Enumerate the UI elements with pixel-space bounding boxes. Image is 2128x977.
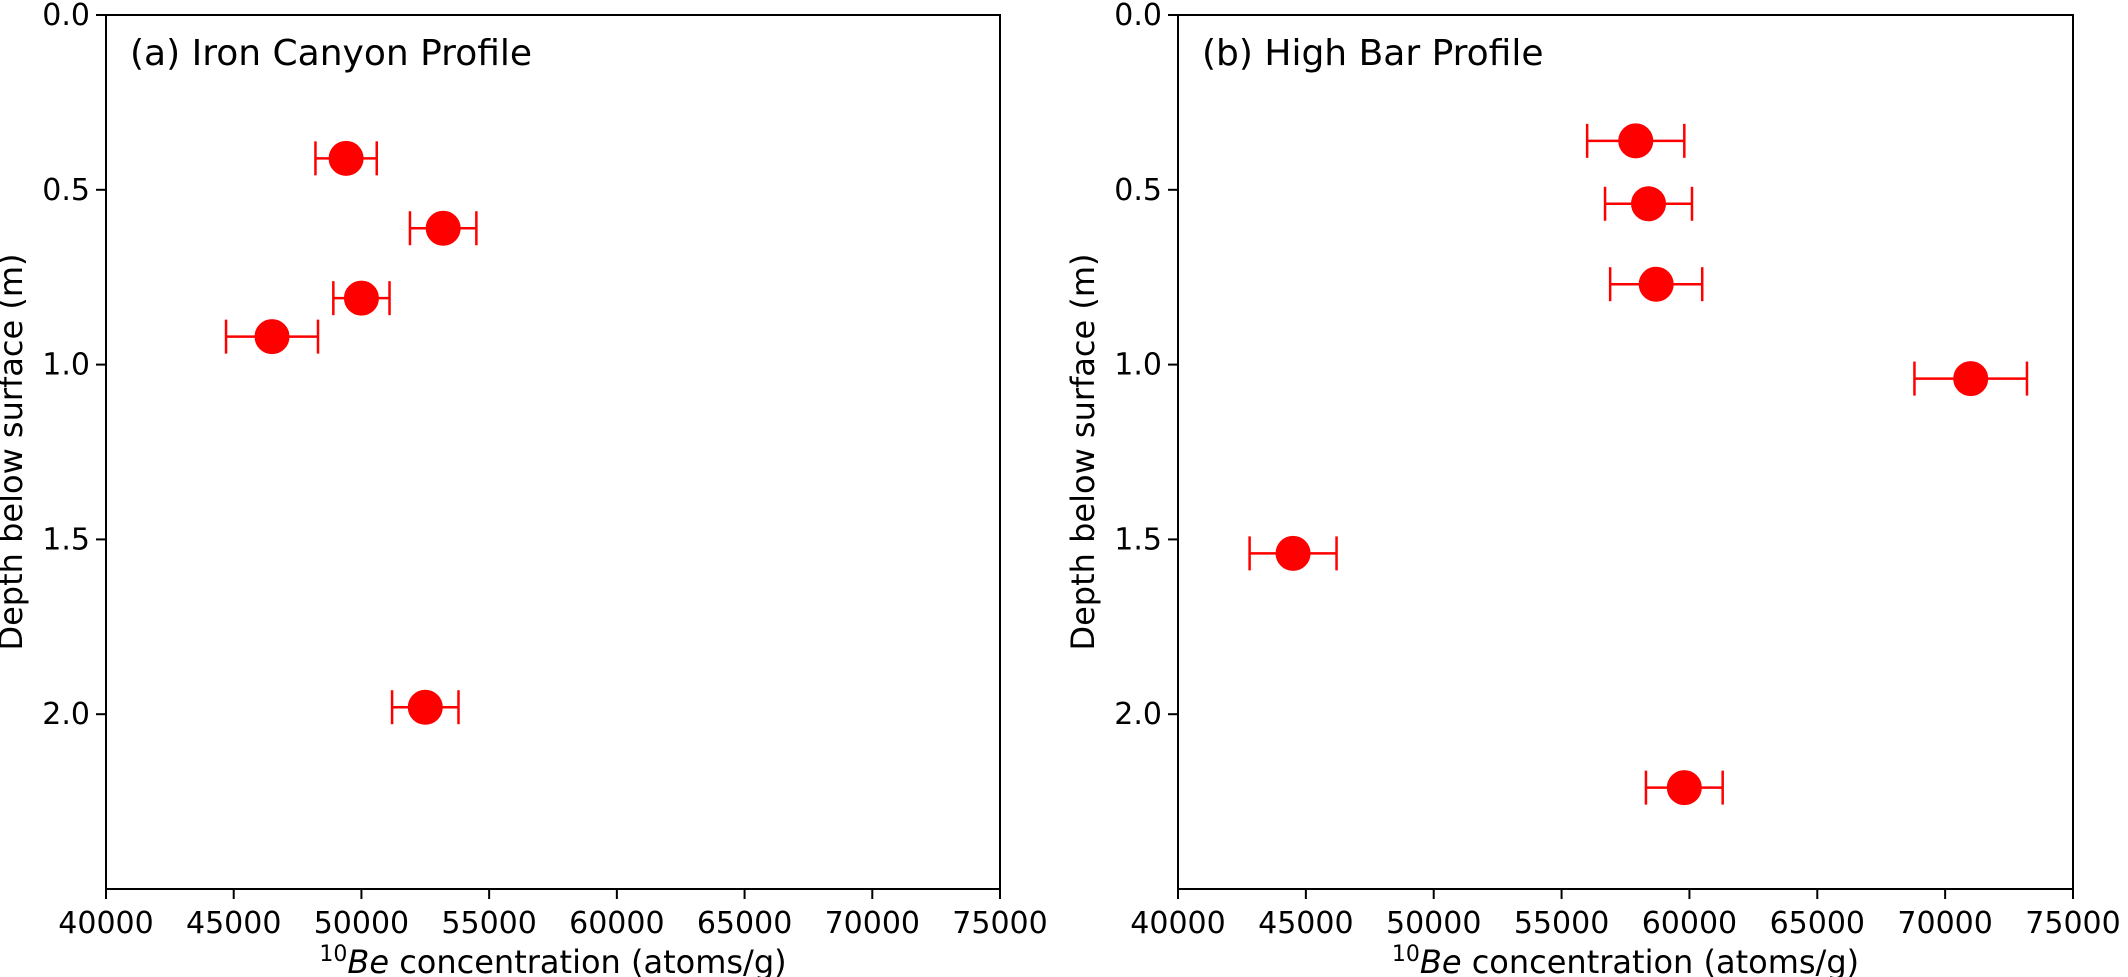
chart-b-marker [1275, 535, 1311, 571]
chart-b-x-tick-label: 70000 [1897, 906, 1992, 941]
chart-a-marker [407, 689, 443, 725]
chart-a-title: (a) Iron Canyon Profile [130, 33, 532, 74]
chart-b-data-point [1603, 186, 1694, 222]
chart-b-x-tick-label: 65000 [1770, 906, 1865, 941]
chart-a-marker [328, 140, 364, 176]
chart-a-x-tick-label: 65000 [697, 906, 792, 941]
chart-b-marker [1631, 186, 1667, 222]
chart-a-marker [254, 319, 290, 355]
chart-a-x-tick-label: 60000 [569, 906, 664, 941]
chart-b-y-tick-label: 0.5 [1114, 173, 1162, 208]
chart-a-x-tick-label: 45000 [186, 906, 281, 941]
chart-a-y-axis-label: Depth below surface (m) [0, 253, 30, 650]
chart-a-plot-frame [105, 14, 1001, 890]
chart-b-x-tick-label: 55000 [1514, 906, 1609, 941]
chart-a-data-point [390, 689, 460, 725]
chart-a-data-point [314, 140, 379, 176]
chart-a-x-label-italic: Be [347, 943, 389, 977]
chart-b-marker [1953, 361, 1989, 397]
chart-a-marker [425, 210, 461, 246]
chart-b-marker [1638, 266, 1674, 302]
chart-a-y-tick-label: 0.0 [42, 0, 90, 33]
chart-a-data-point [408, 210, 478, 246]
chart-b-data-point [1585, 123, 1686, 159]
chart-a-x-axis-label: 10Be concentration (atoms/g) [319, 942, 786, 977]
chart-b-x-tick-label: 60000 [1642, 906, 1737, 941]
chart-b-marker [1618, 123, 1654, 159]
chart-b-x-label-sup: 10 [1392, 942, 1420, 967]
chart-b-plot-frame [1177, 14, 2074, 890]
chart-b-y-tick-label: 1.5 [1114, 522, 1162, 557]
chart-a-x-tick-label: 70000 [825, 906, 920, 941]
chart-b-x-tick-label: 45000 [1258, 906, 1353, 941]
chart-b-x-tick-label: 40000 [1130, 906, 1225, 941]
chart-a-x-label-rest: concentration (atoms/g) [389, 943, 787, 977]
chart-b-y-tick-label: 1.0 [1114, 348, 1162, 383]
chart-a-x-tick-label: 40000 [58, 906, 153, 941]
chart-b-x-tick-label: 50000 [1386, 906, 1481, 941]
chart-a-y-tick-label: 1.0 [42, 348, 90, 383]
chart-b-title: (b) High Bar Profile [1202, 33, 1544, 74]
chart-b-data-point [1608, 266, 1704, 302]
chart-b-y-tick-label: 0.0 [1114, 0, 1162, 33]
chart-b-y-axis-label: Depth below surface (m) [1064, 253, 1102, 650]
chart-b-x-tick-label: 75000 [2025, 906, 2120, 941]
chart-a-marker [343, 280, 379, 316]
chart-a-x-label-sup: 10 [319, 942, 347, 967]
chart-b-data-point [1248, 535, 1338, 571]
chart-a-y-tick-label: 0.5 [42, 173, 90, 208]
chart-b-marker [1666, 770, 1702, 806]
chart-a-y-tick-label: 2.0 [42, 697, 90, 732]
chart-a: 40000 45000 50000 55000 60000 65000 70000 75000… [0, 0, 1048, 977]
chart-b: 40000 45000 50000 55000 60000 65000 70000 75000… [1064, 0, 2121, 977]
chart-a-x-tick-label: 55000 [441, 906, 536, 941]
chart-a-y-tick-label: 1.5 [42, 522, 90, 557]
chart-b-data-point [1913, 361, 2029, 397]
chart-b-y-tick-label: 2.0 [1114, 697, 1162, 732]
chart-a-x-tick-label: 75000 [952, 906, 1047, 941]
chart-a-data-point [332, 280, 391, 316]
chart-a-x-tick-label: 50000 [314, 906, 409, 941]
chart-b-x-label-rest: concentration (atoms/g) [1462, 943, 1860, 977]
chart-a-data-point [224, 319, 320, 355]
chart-b-x-axis-label: 10Be concentration (atoms/g) [1392, 942, 1859, 977]
chart-b-data-point [1644, 770, 1724, 806]
chart-b-x-label-italic: Be [1420, 943, 1462, 977]
